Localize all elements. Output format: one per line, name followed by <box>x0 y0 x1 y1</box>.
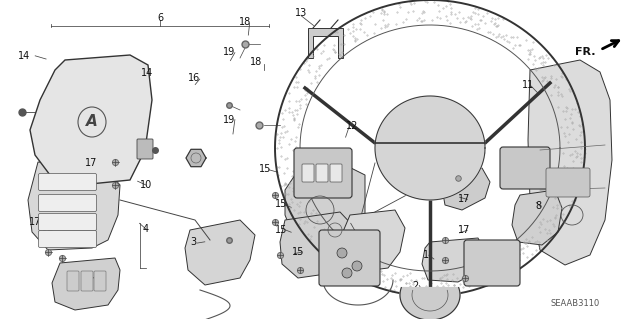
Text: 17: 17 <box>84 158 97 168</box>
FancyBboxPatch shape <box>67 271 79 291</box>
Text: 10: 10 <box>140 180 152 190</box>
Text: 13: 13 <box>295 8 308 19</box>
Polygon shape <box>342 210 405 272</box>
Polygon shape <box>186 149 206 167</box>
FancyBboxPatch shape <box>94 271 106 291</box>
FancyBboxPatch shape <box>316 164 328 182</box>
FancyBboxPatch shape <box>81 271 93 291</box>
Text: 19: 19 <box>223 115 236 125</box>
Text: 15: 15 <box>292 247 305 257</box>
Text: 15: 15 <box>275 199 288 209</box>
Text: 12: 12 <box>346 121 358 131</box>
Polygon shape <box>512 190 562 245</box>
FancyBboxPatch shape <box>137 139 153 159</box>
FancyBboxPatch shape <box>38 231 97 248</box>
Text: 15: 15 <box>275 225 288 235</box>
Polygon shape <box>308 28 343 58</box>
Text: 9: 9 <box>452 174 459 184</box>
Text: 1: 1 <box>423 250 429 260</box>
Text: 15: 15 <box>259 164 272 174</box>
Text: 17: 17 <box>458 194 471 204</box>
Text: 17: 17 <box>29 217 42 227</box>
FancyBboxPatch shape <box>38 174 97 190</box>
Polygon shape <box>442 168 490 210</box>
Text: 17: 17 <box>476 253 489 263</box>
Text: 14: 14 <box>17 51 30 61</box>
Polygon shape <box>528 60 612 265</box>
Text: 17: 17 <box>458 225 471 235</box>
Polygon shape <box>375 96 485 200</box>
Text: 11: 11 <box>522 79 534 90</box>
Text: 6: 6 <box>157 12 163 23</box>
FancyBboxPatch shape <box>38 213 97 231</box>
Text: 5: 5 <box>86 272 93 283</box>
Text: 3: 3 <box>190 237 196 248</box>
FancyBboxPatch shape <box>464 240 520 286</box>
Polygon shape <box>285 165 365 255</box>
Ellipse shape <box>337 248 347 258</box>
Text: 4: 4 <box>143 224 149 234</box>
Polygon shape <box>400 288 460 319</box>
FancyBboxPatch shape <box>500 147 550 189</box>
FancyBboxPatch shape <box>330 164 342 182</box>
Polygon shape <box>52 258 120 310</box>
Text: 18: 18 <box>239 17 252 27</box>
Text: SEAAB3110: SEAAB3110 <box>551 299 600 308</box>
Text: 14: 14 <box>141 68 154 78</box>
FancyBboxPatch shape <box>294 148 352 198</box>
Text: 8: 8 <box>536 201 542 211</box>
FancyBboxPatch shape <box>38 195 97 211</box>
Ellipse shape <box>342 268 352 278</box>
Text: FR.: FR. <box>575 47 596 57</box>
Text: 16: 16 <box>188 73 201 83</box>
Ellipse shape <box>352 261 362 271</box>
Text: 19: 19 <box>223 47 236 57</box>
Polygon shape <box>280 212 355 278</box>
FancyBboxPatch shape <box>319 230 380 286</box>
FancyBboxPatch shape <box>546 168 590 197</box>
Text: 2: 2 <box>412 280 419 291</box>
FancyBboxPatch shape <box>302 164 314 182</box>
Text: 18: 18 <box>250 57 262 67</box>
Text: 17: 17 <box>84 174 97 184</box>
Text: 17: 17 <box>42 230 54 240</box>
Polygon shape <box>422 238 485 282</box>
Text: 7: 7 <box>355 231 362 241</box>
Polygon shape <box>30 55 152 185</box>
Polygon shape <box>28 162 120 250</box>
Polygon shape <box>185 220 255 285</box>
Text: A: A <box>86 115 98 130</box>
